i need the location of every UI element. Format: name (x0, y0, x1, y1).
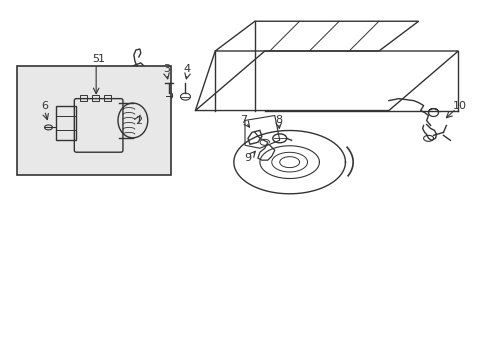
FancyBboxPatch shape (17, 66, 170, 175)
Bar (80, 95, 87, 100)
Text: 3: 3 (163, 64, 170, 74)
Text: 5: 5 (92, 54, 100, 64)
Text: 8: 8 (275, 116, 282, 126)
Bar (92, 95, 99, 100)
Text: 7: 7 (240, 116, 247, 126)
Text: 1: 1 (98, 54, 104, 64)
Text: 9: 9 (244, 153, 251, 163)
Text: 6: 6 (41, 100, 48, 111)
Text: 4: 4 (183, 64, 191, 74)
Bar (56, 105, 76, 140)
Bar (104, 95, 111, 100)
Text: 2: 2 (135, 116, 142, 126)
Text: 10: 10 (452, 100, 467, 111)
